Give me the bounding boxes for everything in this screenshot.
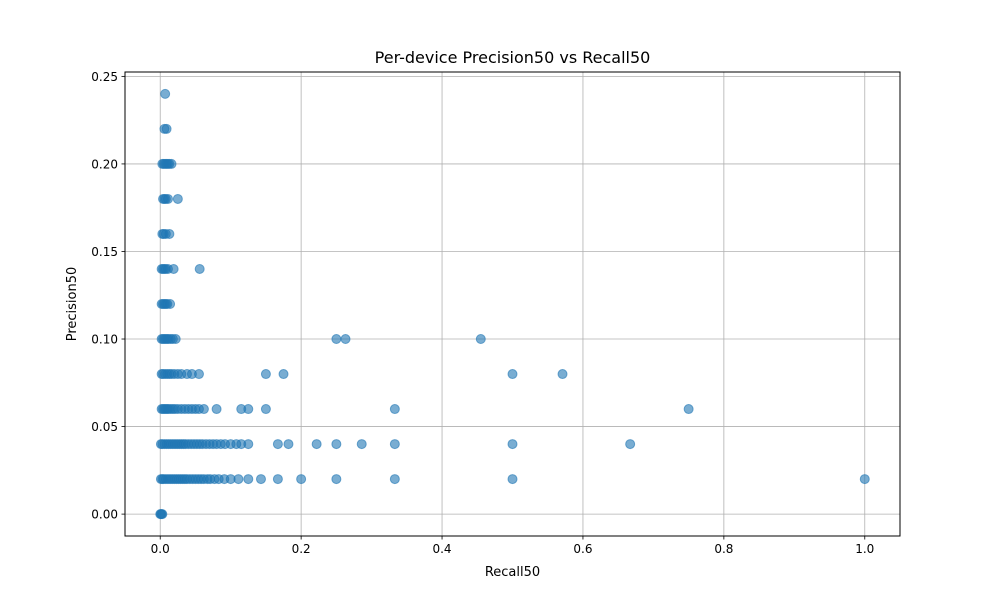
data-point (340, 334, 351, 345)
y-tick-label: 0.25 (91, 70, 118, 84)
y-axis-label: Precision50 (65, 267, 80, 342)
data-point (331, 439, 342, 450)
grid (125, 72, 900, 536)
data-point (168, 263, 179, 274)
plot-frame (124, 71, 901, 537)
data-point (198, 404, 209, 415)
data-point (311, 439, 322, 450)
data-point (389, 474, 400, 485)
data-point (272, 474, 283, 485)
data-point (507, 439, 518, 450)
y-tick-label: 0.00 (91, 508, 118, 522)
data-point (278, 369, 289, 380)
x-axis-ticks: 0.0 0.2 0.4 0.6 0.8 1.0 (151, 536, 874, 556)
data-point (507, 369, 518, 380)
y-tick-label: 0.20 (91, 157, 118, 171)
data-point (170, 334, 181, 345)
y-tick-label: 0.10 (91, 333, 118, 347)
data-points (155, 88, 870, 520)
data-point (166, 158, 177, 169)
data-point (260, 369, 271, 380)
y-tick-label: 0.15 (91, 245, 118, 259)
data-point (625, 439, 636, 450)
data-point (272, 439, 283, 450)
data-point (243, 404, 254, 415)
data-point (389, 439, 400, 450)
data-point (683, 404, 694, 415)
data-point (859, 474, 870, 485)
data-point (557, 369, 568, 380)
x-tick-label: 0.2 (292, 542, 311, 556)
data-point (211, 404, 222, 415)
data-point (243, 474, 254, 485)
data-point (296, 474, 307, 485)
data-point (162, 193, 173, 204)
x-tick-label: 0.8 (714, 542, 733, 556)
data-point (233, 474, 244, 485)
data-point (507, 474, 518, 485)
data-point (283, 439, 294, 450)
x-tick-label: 1.0 (855, 542, 874, 556)
y-axis-ticks: 0.00 0.05 0.10 0.15 0.20 0.25 (91, 70, 125, 522)
data-point (161, 123, 172, 134)
x-tick-label: 0.6 (573, 542, 592, 556)
data-point (160, 88, 171, 99)
x-axis-label: Recall50 (485, 565, 540, 580)
data-point (165, 299, 176, 309)
x-tick-label: 0.4 (432, 542, 451, 556)
data-point (475, 334, 486, 345)
data-point (331, 334, 342, 345)
data-point (389, 404, 400, 415)
data-point (157, 509, 168, 520)
y-tick-label: 0.05 (91, 420, 118, 434)
data-point (243, 439, 254, 450)
data-point (255, 474, 266, 485)
data-point (172, 193, 183, 204)
data-point (356, 439, 367, 450)
data-point (331, 474, 342, 485)
data-point (260, 404, 271, 415)
data-point (164, 228, 175, 239)
x-tick-label: 0.0 (151, 542, 170, 556)
chart-title: Per-device Precision50 vs Recall50 (375, 48, 651, 67)
data-point (193, 369, 204, 380)
data-point (194, 263, 205, 274)
